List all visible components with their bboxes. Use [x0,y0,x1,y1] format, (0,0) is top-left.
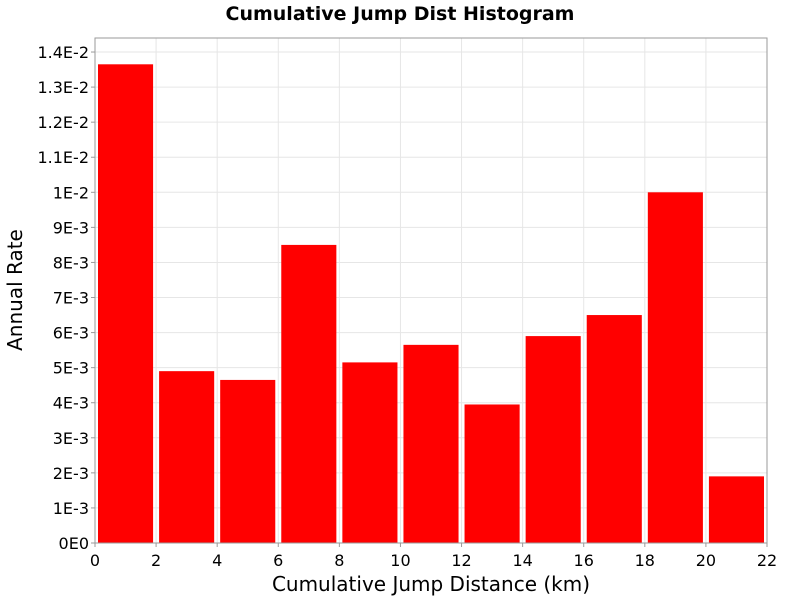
histogram-bar [708,476,764,543]
x-tick-label: 10 [390,551,410,570]
histogram-bar [464,404,520,543]
y-tick-label: 6E-3 [53,324,89,343]
plot-frame [94,37,768,544]
bars [98,64,764,544]
histogram-bar [98,64,154,543]
y-tick-label: 5E-3 [53,359,89,378]
x-tick-label: 2 [151,551,161,570]
x-tick-label: 16 [574,551,594,570]
y-tick-label: 7E-3 [53,289,89,308]
histogram-bar [647,192,703,544]
histogram-bar [342,362,398,543]
y-tick-label: 9E-3 [53,218,89,237]
histogram-bar [403,344,459,543]
x-tick-label: 4 [212,551,222,570]
y-tick-label: 2E-3 [53,464,89,483]
x-tick-label: 20 [696,551,716,570]
histogram-bar [525,336,581,543]
x-tick-label: 22 [757,551,777,570]
histogram-bar [586,315,642,543]
x-tick-label: 14 [512,551,532,570]
y-tick-label: 8E-3 [53,253,89,272]
y-tick-label: 1.1E-2 [37,148,89,167]
x-tick-label: 6 [273,551,283,570]
x-axis-label: Cumulative Jump Distance (km) [272,572,590,596]
chart-title: Cumulative Jump Dist Histogram [226,3,575,25]
histogram-bar [159,371,215,543]
x-tick-label: 18 [635,551,655,570]
y-tick-label: 1E-2 [53,183,89,202]
y-tick-label: 0E0 [59,534,89,553]
y-tick-label: 4E-3 [53,394,89,413]
y-tick-label: 1E-3 [53,499,89,518]
x-tick-label: 8 [334,551,344,570]
y-tick-label: 3E-3 [53,429,89,448]
y-tick-label: 1.3E-2 [37,78,89,97]
y-tick-label: 1.4E-2 [37,43,89,62]
y-axis-label: Annual Rate [3,229,27,351]
histogram-bar [281,244,337,543]
axis-ticks: 0E0 1E-3 2E-3 3E-3 4E-3 5E-3 6E-3 7E-3 8E-3 9E-3 1… [37,43,777,570]
x-tick-label: 0 [90,551,100,570]
histogram-bar [220,379,276,543]
y-tick-label: 1.2E-2 [37,113,89,132]
x-tick-label: 12 [451,551,471,570]
